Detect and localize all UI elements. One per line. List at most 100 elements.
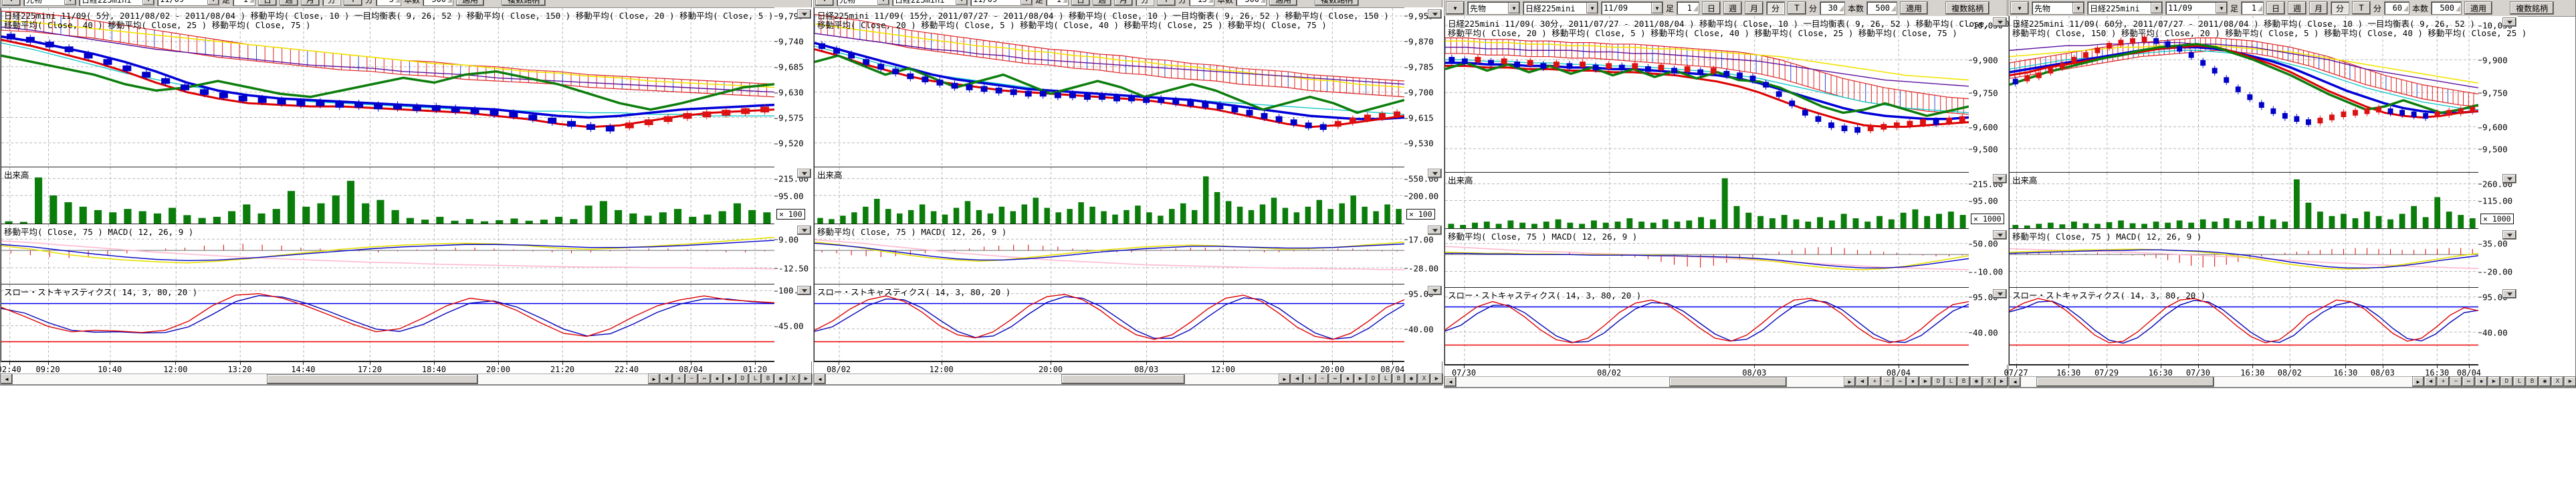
- apply-button[interactable]: 適用: [1269, 0, 1298, 6]
- tool-button-scroll-left[interactable]: ◀: [2424, 376, 2437, 387]
- tool-button-zoom-out[interactable]: −: [1316, 374, 1329, 384]
- pane-options-dropdown-button[interactable]: [1993, 174, 2007, 183]
- timeframe-week-button[interactable]: 週: [2288, 1, 2307, 15]
- window-menu-button[interactable]: ▼: [2010, 1, 2029, 15]
- pane-options-dropdown-button[interactable]: [797, 169, 811, 178]
- multi-symbol-button[interactable]: 複数銘柄: [1945, 1, 1990, 15]
- tool-button-play[interactable]: ▶: [724, 374, 736, 384]
- timeframe-week-button[interactable]: 週: [1723, 1, 1743, 15]
- timeframe-month-button[interactable]: 月: [301, 0, 320, 6]
- timeframe-day-button[interactable]: 日: [258, 0, 278, 6]
- pane-options-dropdown-button[interactable]: [2502, 289, 2516, 299]
- instrument-select[interactable]: 日経225mini▼: [2087, 1, 2163, 15]
- contract-select[interactable]: 11/09▼: [2165, 1, 2228, 15]
- day-count-spinner[interactable]: 1: [2241, 1, 2264, 15]
- tool-button-play[interactable]: ▶: [1354, 374, 1367, 384]
- pane-options-dropdown-button[interactable]: [1428, 286, 1442, 295]
- minute-spinner[interactable]: 60: [2384, 1, 2410, 15]
- tool-button-D[interactable]: D: [2500, 376, 2513, 387]
- day-count-spinner[interactable]: 1: [233, 0, 256, 6]
- pane-options-dropdown-button[interactable]: [1428, 9, 1442, 19]
- scrollbar-right-arrow[interactable]: ▶: [2412, 376, 2424, 387]
- pane-options-dropdown-button[interactable]: [797, 286, 811, 295]
- scrollbar-track[interactable]: [826, 374, 1279, 384]
- tool-button-target[interactable]: ◉: [1405, 374, 1418, 384]
- pane-options-dropdown-button[interactable]: [1428, 169, 1442, 178]
- timeframe-minute-button[interactable]: 分: [1136, 0, 1155, 6]
- scrollbar-thumb[interactable]: [1669, 377, 1788, 387]
- instrument-select[interactable]: 日経225mini▼: [1523, 1, 1598, 15]
- tool-button-D[interactable]: D: [1367, 374, 1380, 384]
- scrollbar-thumb[interactable]: [1061, 374, 1185, 384]
- timeframe-week-button[interactable]: 週: [280, 0, 299, 6]
- timeframe-tick-button[interactable]: T: [1157, 0, 1176, 6]
- timeframe-tick-button[interactable]: T: [344, 0, 363, 6]
- scrollbar-track[interactable]: [13, 374, 648, 384]
- window-menu-button[interactable]: ▼: [1446, 1, 1465, 15]
- scrollbar-left-arrow[interactable]: ◀: [814, 374, 826, 384]
- tool-button-zoom-out[interactable]: −: [2450, 376, 2462, 387]
- window-menu-button[interactable]: ▼: [815, 0, 834, 6]
- timeframe-day-button[interactable]: 日: [1071, 0, 1091, 6]
- instrument-select[interactable]: 日経225mini▼: [79, 0, 154, 6]
- scrollbar-right-arrow[interactable]: ▶: [1279, 374, 1291, 384]
- tool-button-fit-width[interactable]: ↔: [2462, 376, 2475, 387]
- tool-button-X[interactable]: X: [1983, 376, 1996, 387]
- tool-button-X[interactable]: X: [1418, 374, 1430, 384]
- tool-button-L[interactable]: L: [2513, 376, 2526, 387]
- contract-select[interactable]: 11/09▼: [157, 0, 219, 6]
- pane-options-dropdown-button[interactable]: [1993, 17, 2007, 27]
- tool-button-target[interactable]: ◉: [1970, 376, 1983, 387]
- pane-options-dropdown-button[interactable]: [797, 226, 811, 235]
- market-select[interactable]: 先物▼: [1467, 1, 1520, 15]
- bar-count-spinner[interactable]: 500: [1866, 1, 1898, 15]
- minute-spinner[interactable]: 5: [376, 0, 402, 6]
- tool-button-B[interactable]: B: [1957, 376, 1970, 387]
- pane-options-dropdown-button[interactable]: [797, 9, 811, 19]
- tool-button-zoom-out[interactable]: −: [685, 374, 698, 384]
- tool-button-scroll-right[interactable]: ▶: [800, 374, 813, 384]
- market-select[interactable]: 先物▼: [2032, 1, 2084, 15]
- tool-button-B[interactable]: B: [1392, 374, 1405, 384]
- timeframe-tick-button[interactable]: T: [1788, 1, 1807, 15]
- pane-options-dropdown-button[interactable]: [2502, 230, 2516, 240]
- bar-count-spinner[interactable]: 500: [1236, 0, 1267, 6]
- tool-button-target[interactable]: ◉: [774, 374, 787, 384]
- tool-button-L[interactable]: L: [1945, 376, 1957, 387]
- tool-button-fit-width[interactable]: ↔: [698, 374, 711, 384]
- multi-symbol-button[interactable]: 複数銘柄: [1315, 0, 1360, 6]
- tool-button-D[interactable]: D: [1932, 376, 1945, 387]
- tool-button-dot[interactable]: ▪: [2475, 376, 2488, 387]
- multi-symbol-button[interactable]: 複数銘柄: [502, 0, 546, 6]
- tool-button-scroll-left[interactable]: ◀: [660, 374, 673, 384]
- scrollbar-left-arrow[interactable]: ◀: [1444, 376, 1457, 387]
- scrollbar-left-arrow[interactable]: ◀: [1, 374, 13, 384]
- scrollbar-thumb[interactable]: [267, 374, 478, 384]
- tool-button-dot[interactable]: ▪: [711, 374, 724, 384]
- contract-select[interactable]: 11/09▼: [1601, 1, 1663, 15]
- day-count-spinner[interactable]: 1: [1046, 0, 1069, 6]
- minute-spinner[interactable]: 30: [1820, 1, 1846, 15]
- tool-button-dot[interactable]: ▪: [1907, 376, 1919, 387]
- timeframe-minute-button[interactable]: 分: [1766, 1, 1786, 15]
- tool-button-target[interactable]: ◉: [2539, 376, 2551, 387]
- scrollbar-track[interactable]: [1457, 376, 1844, 387]
- pane-options-dropdown-button[interactable]: [2502, 174, 2516, 183]
- instrument-select[interactable]: 日経225mini▼: [892, 0, 968, 6]
- tool-button-B[interactable]: B: [762, 374, 774, 384]
- market-select[interactable]: 先物▼: [837, 0, 889, 6]
- tool-button-fit-width[interactable]: ↔: [1894, 376, 1907, 387]
- tool-button-scroll-left[interactable]: ◀: [1856, 376, 1868, 387]
- day-count-spinner[interactable]: 1: [1677, 1, 1700, 15]
- timeframe-day-button[interactable]: 日: [1702, 1, 1721, 15]
- timeframe-week-button[interactable]: 週: [1093, 0, 1112, 6]
- timeframe-minute-button[interactable]: 分: [2331, 1, 2350, 15]
- window-menu-button[interactable]: ▼: [2, 0, 21, 6]
- contract-select[interactable]: 11/09▼: [970, 0, 1033, 6]
- tool-button-play[interactable]: ▶: [2488, 376, 2500, 387]
- timeframe-day-button[interactable]: 日: [2266, 1, 2286, 15]
- bar-count-spinner[interactable]: 500: [423, 0, 454, 6]
- pane-options-dropdown-button[interactable]: [2502, 17, 2516, 27]
- timeframe-minute-button[interactable]: 分: [322, 0, 342, 6]
- pane-options-dropdown-button[interactable]: [1993, 289, 2007, 299]
